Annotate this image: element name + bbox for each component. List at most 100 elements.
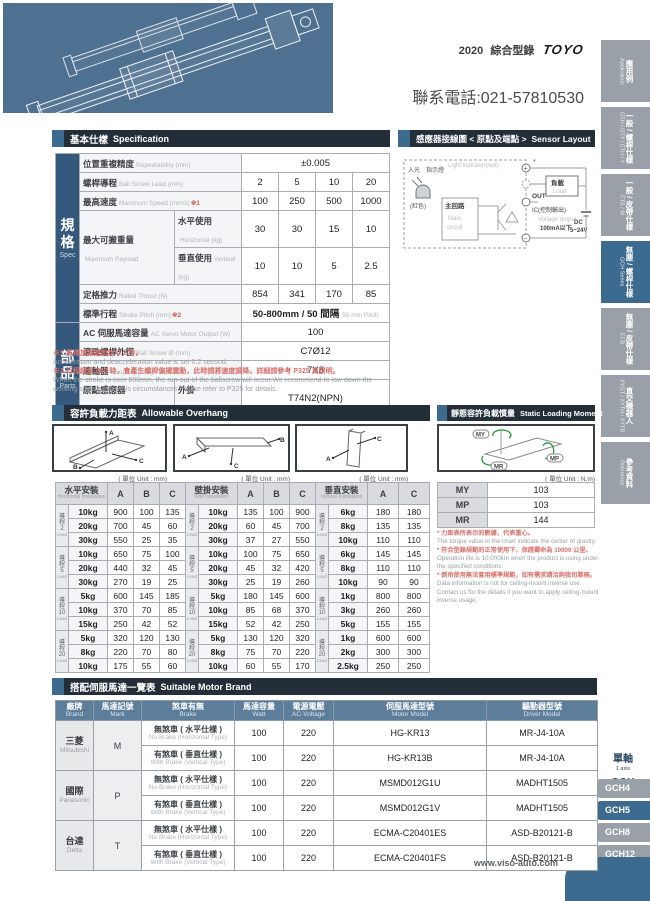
tab-cleanroom-screw-gch[interactable]: GCH Series 無塵 / 螺桿仕樣 (601, 241, 650, 303)
accent-square (52, 678, 64, 695)
brand-delta: 台達 Delta (55, 820, 94, 871)
website-url[interactable]: www.viso-auto.com (473, 858, 558, 868)
tab-application[interactable]: Application 應用例 (601, 40, 650, 102)
sensor-section-header: 感應器接線圖 < 原點及端點 > Sensor Layout (398, 130, 595, 147)
svg-text:B: B (73, 464, 78, 470)
speed-value: 100 (241, 191, 279, 211)
svg-text:*: * (533, 159, 536, 166)
lead-value: 10 (315, 172, 353, 192)
model-button-gch8[interactable]: GCH8 (598, 823, 650, 842)
accent-square (398, 130, 410, 147)
tab-general-screw[interactable]: GTH / GTY / ETH / Y 一般 / 螺桿仕樣 (601, 107, 650, 169)
watt-cell: 100 (234, 720, 284, 746)
unit-label-mm: ( 單位 Unit : mm) (359, 476, 408, 483)
payload-h-value: 30 (278, 210, 316, 248)
payload-horizontal-label: 水平使用Horizontal (kg) (174, 210, 242, 248)
watt-cell: 100 (234, 745, 284, 771)
svg-text:Load: Load (553, 189, 566, 195)
sensor-wiring-diagram: 入光 指示燈 (紅色) Light indicator(red) 主回路 Mai… (398, 150, 595, 260)
horizontal-overhang-table: 水平安裝 Horizontal Installation A B C 導程 2 Lead 10… (55, 482, 186, 673)
repeatability-value: ±0.005 (241, 153, 390, 173)
motor-output-value: 100 (241, 322, 390, 342)
speed-value: 250 (278, 191, 316, 211)
svg-text:Main: Main (448, 216, 461, 222)
thrust-value: 854 (241, 284, 279, 304)
lead-20-group: 導程 20 Lead (55, 630, 69, 673)
col-watt: 馬達容量 Watt (234, 700, 284, 721)
lead-5-group: 導程 5 Lead (315, 546, 329, 589)
lead-10-group: 導程 10 Lead (55, 588, 69, 631)
catalog-name: 綜合型錄 (490, 45, 535, 57)
col-mark: 馬達記號 Mark (93, 700, 142, 721)
payload-vertical-label: 垂直使用 Vertical (kg) (174, 247, 242, 285)
svg-text:OUT: OUT (532, 193, 546, 200)
col-brand: 廠牌 Brand (55, 700, 94, 721)
footnote-2-zh: ※2 行程超過 600 時，會產生螺桿偏擺震動，此時請將速度調降。詳細請參考 P… (53, 368, 340, 376)
driver-model-cell: MADHT1505 (486, 795, 598, 821)
tab-reference[interactable]: Reference 參考資料 (601, 442, 650, 504)
row-repeatability: 位置重複精度 Repeatability (mm) (79, 153, 242, 173)
sensor-circuit-svg: 入光 指示燈 (紅色) Light indicator(red) 主回路 Mai… (403, 159, 591, 249)
svg-text:A: A (109, 430, 114, 437)
brand-panasonic: 國際 Panasonic (55, 770, 94, 821)
svg-text:MP: MP (550, 457, 559, 463)
row-motor-output: AC 伺服馬達容量 AC Servo Motor Output (W) (79, 322, 242, 342)
tab-general-belt[interactable]: ETB / M 一般 / 皮帶仕樣 (601, 174, 650, 236)
brake-cell: 有煞車 ( 垂直仕樣 ) With Brake (Vertical Type) (141, 795, 235, 821)
tab-cleanroom-belt-ecb[interactable]: ECB 無塵 / 皮帶仕樣 (601, 308, 650, 370)
moment-diagram: MY MP MR (437, 424, 595, 472)
svg-text:C: C (377, 436, 382, 443)
svg-text:+: + (524, 166, 528, 173)
svg-text:MY: MY (476, 433, 485, 439)
wall-install-diagram: B A C (173, 424, 290, 472)
unit-label-mm: ( 單位 Unit : mm) (241, 476, 290, 483)
driver-model-cell: ASD-B20121-B (486, 820, 598, 846)
row-rated-thrust: 定格推力 Rated Thrust (N) (79, 284, 242, 304)
footnote-2-en: When the stroke is over 600mm, the run-o… (53, 377, 373, 394)
vertical-install-diagram: C A (295, 424, 408, 472)
payload-h-value: 15 (315, 210, 353, 248)
watt-cell: 100 (234, 845, 284, 871)
lead-20-group: 導程 20 Lead (185, 630, 199, 673)
voltage-cell: 220 (283, 770, 334, 796)
brake-cell: 無煞車 ( 水平仕樣 ) No Brake (Horizontal Type) (141, 820, 235, 846)
spec-section-header: 基本仕樣 Specification (52, 130, 390, 147)
model-button-gch4[interactable]: GCH4 (598, 779, 650, 798)
svg-text:入光: 入光 (408, 166, 420, 174)
svg-text:B: B (280, 437, 285, 444)
svg-text:5~24V: 5~24V (570, 228, 588, 234)
col-brake: 煞車有無 Brake (141, 700, 235, 721)
thrust-value: 341 (278, 284, 316, 304)
spec-table: 規格 Spec 位置重複精度 Repeatability (mm) ±0.005 螺… (55, 153, 390, 417)
motor-table: 廠牌 Brand 馬達記號 Mark 煞車有無 Brake 馬達容量 Watt 電源電壓… (55, 700, 598, 871)
vertical-overhang-table: 垂直安裝 Vertical Installation A C 導程 2 Lead 6kg 18… (314, 482, 431, 673)
payload-v-value: 2.5 (352, 247, 390, 285)
col-driver-model: 驅動器型號 Driver Model (486, 700, 598, 721)
model-button-gch5[interactable]: GCH5 (598, 801, 650, 820)
voltage-cell: 220 (283, 745, 334, 771)
mark-m: M (93, 720, 142, 771)
accent-square (52, 130, 64, 147)
tab-cartesian-robot[interactable]: XYGT / XYTH / XYTB 直交機器人 (601, 375, 650, 437)
watt-cell: 100 (234, 795, 284, 821)
horizontal-install-diagram: A B C (52, 424, 167, 472)
accent-square (52, 405, 64, 421)
lead-value: 5 (278, 172, 316, 192)
svg-text:Light indicator(red): Light indicator(red) (448, 163, 498, 169)
brake-cell: 無煞車 ( 水平仕樣 ) No Brake (Horizontal Type) (141, 770, 235, 796)
motor-section-header: 搭配伺服馬達一覽表 Suitable Motor Brand (52, 678, 597, 695)
stroke-value: 50-800mm / 50 間隔 50 mm Pitch (241, 303, 390, 323)
svg-text:circuit: circuit (447, 225, 463, 231)
footnote-1-en: Acceleration and deacceleration value is… (53, 359, 228, 367)
lead-10-group: 導程 10 Lead (315, 588, 329, 631)
spec-footnotes: ※1 馬達加減速設定 0.2 秒。 Acceleration and deacc… (53, 349, 398, 394)
motor-model-cell: HG-KR13B (333, 745, 487, 771)
motor-model-cell: MSMD012G1V (333, 795, 487, 821)
row-stroke: 標準行程 Stroke Pitch (mm)※2 (79, 303, 242, 323)
contact-phone: 聯系電話:021-57810530 (412, 90, 584, 107)
voltage-cell: 220 (283, 820, 334, 846)
unit-label-nm: ( 單位 Unit : N.m) (545, 476, 595, 483)
driver-model-cell: ASD-B20121-B (486, 845, 598, 871)
payload-v-value: 10 (278, 247, 316, 285)
overhang-section-header: 容許負載力距表 Allowable Overhang (52, 405, 430, 421)
